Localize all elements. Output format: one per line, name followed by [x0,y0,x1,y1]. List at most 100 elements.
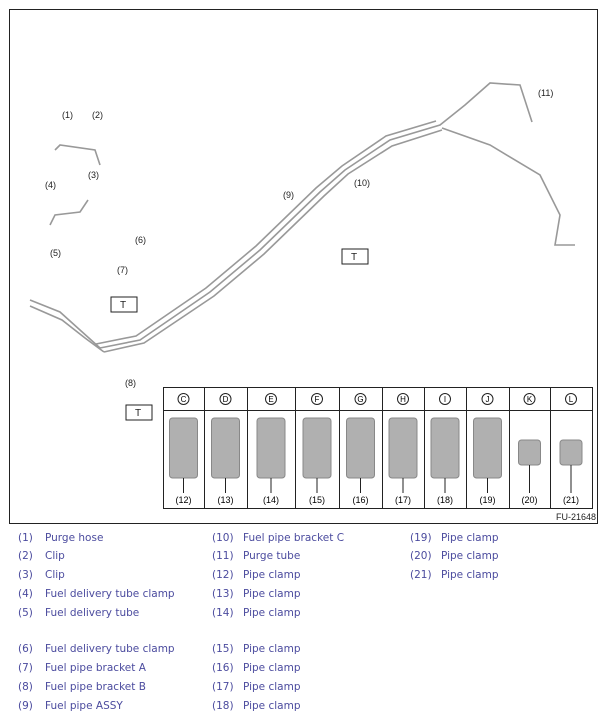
legend-label: Pipe clamp [243,643,301,655]
svg-text:T: T [135,408,141,419]
torque-marks: T T T [110,248,369,421]
legend-number: (15) [212,643,234,655]
legend-label: Purge hose [45,532,104,544]
legend-number: (12) [212,569,234,581]
legend-label: Pipe clamp [243,569,301,581]
svg-text:(7): (7) [117,265,128,275]
clamp-number: (15) [309,495,325,505]
svg-text:(11): (11) [538,88,553,98]
legend-label: Pipe clamp [243,588,301,600]
fuel-pipe-assy [29,82,575,353]
clamp-letter: K [527,395,533,404]
legend-label: Pipe clamp [243,662,301,674]
clamp-number: (20) [521,495,537,505]
clamp-number: (17) [395,495,411,505]
clamp-number: (21) [563,495,579,505]
legend-number: (10) [212,532,234,544]
clamp-letter: H [400,395,406,404]
pipe-clamp-image [559,439,583,466]
clamp-number: (18) [437,495,453,505]
svg-text:(8): (8) [125,378,136,388]
legend-number: (13) [212,588,234,600]
legend-label: Fuel delivery tube clamp [45,643,175,655]
legend-label: Fuel delivery tube clamp [45,588,175,600]
legend-label: Fuel pipe ASSY [45,700,123,712]
legend-number: (16) [212,662,234,674]
clamp-letter-circle [354,393,367,405]
clamp-letter: F [315,395,320,404]
clamp-number: (13) [217,495,233,505]
svg-text:(2): (2) [92,110,103,120]
clamp-letter-circle [265,393,277,405]
clamp-letter-circle [219,393,232,405]
legend-number: (3) [18,569,33,581]
clamp-letter: E [268,395,273,404]
legend-number: (1) [18,532,33,544]
clamp-letter-circle [439,393,451,405]
legend-label: Purge tube [243,550,301,562]
pipe-clamp-image [473,417,502,479]
clamp-number: (19) [479,495,495,505]
legend-number: (11) [212,550,234,562]
legend-number: (18) [212,700,234,712]
fuel-line-diagram: (1) (2) (3) (4) (5) (6) (7) (8) (9) (10)… [9,9,598,524]
legend-number: (4) [18,588,33,600]
clamp-letter-circle [397,393,409,405]
pipe-clamp-image [430,417,460,479]
legend-label: Fuel delivery tube [45,607,140,619]
legend-label: Pipe clamp [441,569,499,581]
legend-number: (5) [18,607,33,619]
pipe-clamp-image [388,417,418,479]
legend-label: Fuel pipe bracket B [45,681,146,693]
legend-number: (14) [212,607,234,619]
clamp-letter: J [486,395,490,404]
legend-label: Pipe clamp [243,681,301,693]
clamp-letter-circle [565,393,577,405]
callouts: (1) (2) (3) (4) (5) (6) (7) (8) (9) (10)… [45,88,553,388]
legend-label: Clip [45,550,65,562]
legend-number: (20) [410,550,432,562]
clamp-table [163,387,593,509]
legend-number: (8) [18,681,33,693]
clamp-number: (12) [175,495,191,505]
legend-label: Pipe clamp [243,607,301,619]
svg-text:(6): (6) [135,235,146,245]
clamp-number: (14) [263,495,279,505]
legend-label: Fuel pipe bracket C [243,532,345,544]
legend-number: (9) [18,700,33,712]
svg-text:(10): (10) [354,178,370,188]
clamp-letter-circle [177,393,190,405]
svg-text:(5): (5) [50,248,61,258]
clamp-letter: C [181,395,187,404]
pipe-clamp-image [346,417,375,479]
legend-label: Pipe clamp [441,532,499,544]
legend-number: (6) [18,643,33,655]
pipe-clamp-image [256,417,286,479]
clamp-letter-circle [311,393,323,405]
figure-id: FU-21648 [556,512,596,522]
svg-text:(1): (1) [62,110,73,120]
legend-number: (19) [410,532,432,544]
legend-number: (17) [212,681,234,693]
clamp-letter-circle [481,393,494,405]
svg-text:T: T [120,300,126,311]
clamp-letter: D [223,395,229,404]
legend-number: (21) [410,569,432,581]
svg-text:(9): (9) [283,190,294,200]
svg-text:(4): (4) [45,180,56,190]
clamp-letter: L [569,395,574,404]
clamp-letter: I [444,395,446,404]
legend-label: Clip [45,569,65,581]
svg-text:T: T [351,252,357,263]
clamp-number: (16) [352,495,368,505]
legend-label: Pipe clamp [441,550,499,562]
pipe-clamp-image [211,417,240,479]
clamp-letter: G [357,395,363,404]
legend-label: Pipe clamp [243,700,301,712]
legend-number: (7) [18,662,33,674]
legend-label: Fuel pipe bracket A [45,662,146,674]
diagram-border [9,9,598,524]
legend-number: (2) [18,550,33,562]
pipe-clamp-image [169,417,198,479]
pipe-clamp-image [518,439,541,466]
